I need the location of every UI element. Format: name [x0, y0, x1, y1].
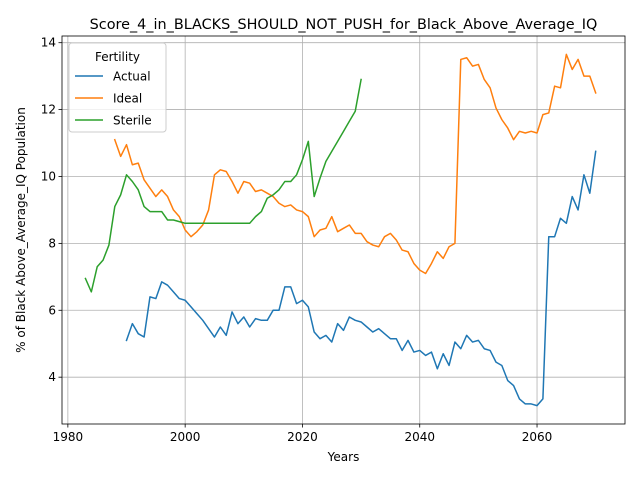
legend-box	[68, 42, 167, 133]
x-tick-label: 2060	[522, 430, 553, 444]
legend-label-actual: Actual	[113, 70, 151, 84]
x-tick-label: 1980	[53, 430, 84, 444]
x-axis-label: Years	[327, 450, 360, 464]
legend: Fertility Actual Ideal Sterile	[68, 42, 167, 133]
y-tick-label: 4	[48, 370, 56, 384]
series-lines	[84, 53, 597, 407]
y-tick-label: 8	[48, 236, 56, 250]
legend-label-ideal: Ideal	[113, 92, 142, 106]
y-tick-label: 14	[41, 36, 56, 50]
plot-frame	[61, 35, 626, 425]
series-line-ideal	[113, 53, 597, 275]
y-tick-label: 12	[41, 103, 56, 117]
gridlines	[62, 36, 625, 424]
chart-title: Score_4_in_BLACKS_SHOULD_NOT_PUSH_for_Bl…	[90, 17, 598, 33]
y-tick-label: 10	[41, 169, 56, 183]
legend-label-sterile: Sterile	[113, 114, 152, 128]
legend-entries: Actual Ideal Sterile	[75, 70, 152, 128]
x-tick-label: 2020	[287, 430, 318, 444]
y-axis-label: % of Black Above_Average_IQ Population	[14, 107, 28, 353]
axis-ticks: 1980 2000 2020 2040 2060 4 6 8 10 12 14	[41, 36, 553, 444]
x-tick-label: 2000	[170, 430, 201, 444]
series-line-actual	[125, 150, 597, 407]
legend-title: Fertility	[95, 50, 140, 64]
y-tick-label: 6	[48, 303, 56, 317]
series-line-sterile	[84, 78, 362, 293]
x-tick-label: 2040	[404, 430, 435, 444]
